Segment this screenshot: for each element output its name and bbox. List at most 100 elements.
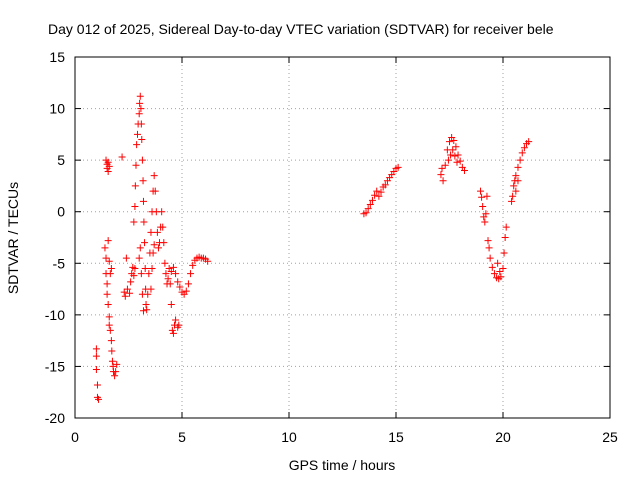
data-point (104, 237, 112, 245)
data-point (147, 285, 155, 293)
data-point (145, 270, 153, 278)
data-point (451, 152, 459, 160)
data-point (133, 141, 141, 149)
data-point (112, 368, 120, 376)
data-point (150, 241, 158, 249)
data-point (107, 264, 115, 272)
axis-ticks: 0 5 10 15 20 25 -20 -15 -10 -5 0 5 10 15 (45, 49, 618, 445)
data-point (135, 110, 143, 118)
plot-frame (74, 56, 611, 419)
data-point (452, 143, 460, 151)
data-point (106, 326, 114, 334)
data-point (103, 280, 111, 288)
data-point (486, 254, 494, 262)
data-point (132, 161, 140, 169)
data-point (366, 200, 374, 208)
data-point (138, 136, 146, 144)
data-point (500, 249, 508, 257)
data-point (456, 157, 464, 165)
data-point (441, 161, 449, 169)
data-point (477, 187, 485, 195)
data-point (104, 167, 112, 175)
data-point (141, 239, 149, 247)
data-point (512, 172, 520, 180)
data-point (147, 228, 155, 236)
data-point (381, 181, 389, 189)
y-tick-label: 0 (57, 204, 65, 220)
data-point (120, 288, 128, 296)
data-point (111, 372, 119, 380)
data-point (149, 249, 157, 257)
data-point (187, 270, 195, 278)
data-point (102, 254, 110, 262)
y-tick-label: -5 (53, 255, 66, 271)
data-point (93, 381, 101, 389)
data-point (182, 287, 190, 295)
data-point (368, 196, 376, 204)
y-axis-label: SDTVAR / TECUs (5, 182, 21, 294)
data-point (373, 187, 381, 195)
y-tick-label: -10 (45, 307, 65, 323)
data-point (108, 357, 116, 365)
data-point (460, 166, 468, 174)
data-point (169, 329, 177, 337)
data-point (139, 197, 147, 205)
data-point (101, 244, 109, 252)
data-point (525, 138, 533, 146)
data-point (169, 263, 177, 271)
data-point (204, 257, 212, 265)
data-point (176, 283, 184, 291)
data-point (143, 306, 151, 314)
data-point (105, 162, 113, 170)
data-point (139, 307, 147, 315)
data-point (130, 218, 138, 226)
data-point (481, 218, 489, 226)
y-tick-label: 10 (49, 101, 65, 117)
data-point (189, 261, 197, 269)
data-point (502, 223, 510, 231)
data-point (131, 264, 139, 272)
data-point (150, 172, 158, 180)
x-tick-label: 20 (495, 429, 511, 445)
data-point (494, 259, 502, 267)
data-point (142, 301, 150, 309)
data-point (104, 301, 112, 309)
x-axis-label: GPS time / hours (289, 457, 396, 473)
y-tick-label: 15 (49, 49, 65, 65)
data-point (394, 163, 402, 171)
data-point (138, 156, 146, 164)
data-point (518, 149, 526, 157)
data-point (172, 270, 180, 278)
data-point (439, 177, 447, 185)
data-point (136, 92, 144, 100)
data-point (107, 337, 115, 345)
data-point (127, 278, 135, 286)
chart-title: Day 012 of 2025, Sidereal Day-to-day VTE… (48, 21, 554, 37)
data-point (105, 321, 113, 329)
data-point (137, 120, 145, 128)
data-point (446, 138, 453, 146)
data-point (377, 188, 385, 196)
data-point (162, 270, 170, 278)
data-point (520, 144, 528, 152)
data-point (184, 280, 192, 288)
x-tick-label: 10 (281, 429, 297, 445)
data-point (133, 130, 141, 138)
data-point (92, 345, 100, 353)
data-point (512, 187, 520, 195)
data-point (122, 254, 130, 262)
data-point (121, 292, 129, 300)
grid (75, 57, 610, 418)
data-point (167, 268, 175, 276)
data-point (140, 218, 148, 226)
data-point (106, 270, 114, 278)
data-point (166, 280, 174, 288)
data-point (167, 301, 175, 309)
data-point (105, 313, 113, 321)
data-point (92, 366, 100, 374)
data-point (484, 237, 492, 245)
data-point (516, 156, 524, 164)
data-point (437, 171, 445, 179)
data-point (371, 191, 379, 199)
